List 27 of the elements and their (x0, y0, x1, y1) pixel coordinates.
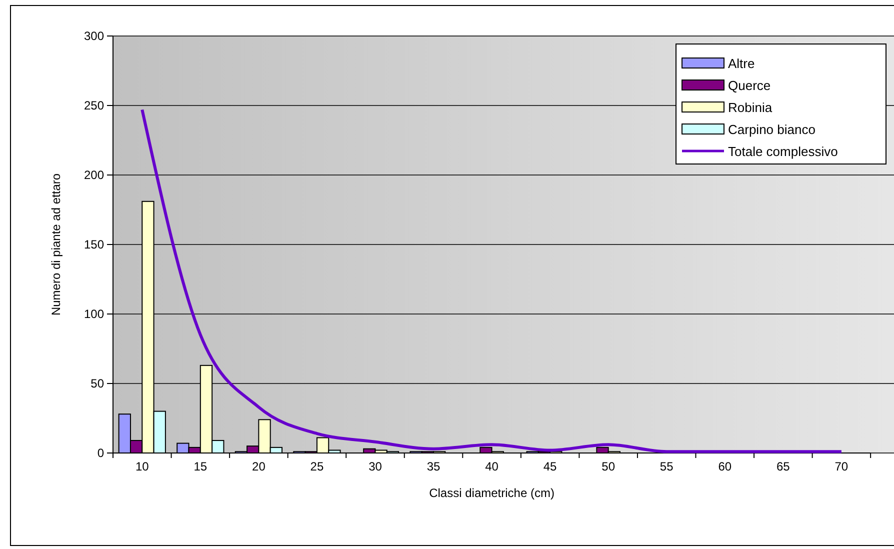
x-axis-title: Classi diametriche (cm) (429, 486, 554, 500)
x-tick-label: 10 (135, 459, 150, 474)
x-tick-label: 45 (543, 459, 558, 474)
x-tick-label: 35 (426, 459, 441, 474)
legend-label: Totale complessivo (728, 144, 838, 159)
x-tick-label: 25 (310, 459, 324, 474)
x-tick-label: 65 (776, 459, 790, 474)
x-tick-label: 15 (194, 459, 208, 474)
x-tick-label: 50 (602, 459, 616, 474)
y-axis-title: Numero di piante ad ettaro (49, 173, 63, 316)
y-tick-label: 150 (84, 237, 104, 252)
legend-label: Altre (728, 56, 755, 71)
y-tick-label: 300 (84, 28, 104, 43)
y-tick-label: 250 (84, 98, 104, 112)
y-tick-label: 50 (90, 376, 104, 390)
y-tick-label: 100 (84, 306, 104, 321)
legend-label: Carpino bianco (728, 122, 816, 137)
y-tick-label: 0 (97, 446, 104, 460)
legend-label: Querce (728, 78, 771, 93)
x-tick-label: 40 (485, 459, 499, 474)
x-tick-label: 70 (834, 459, 848, 474)
x-tick-label: 55 (660, 459, 674, 474)
x-tick-label: 60 (718, 459, 732, 474)
legend-label: Robinia (728, 100, 773, 115)
y-tick-label: 200 (84, 168, 104, 182)
x-tick-label: 20 (252, 459, 266, 474)
x-tick-label: 30 (368, 459, 382, 474)
